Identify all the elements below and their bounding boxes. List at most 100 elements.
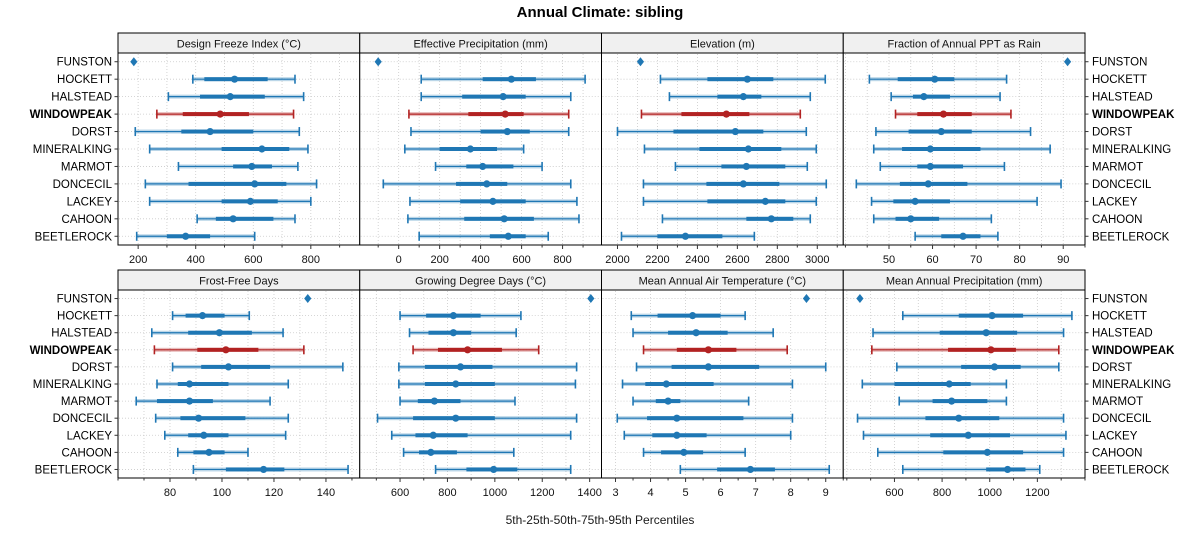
percentile-25-75-band: [215, 216, 274, 221]
median-dot: [761, 197, 769, 205]
x-tick-label: 2400: [685, 254, 709, 266]
single-value-diamond-marker: [587, 294, 595, 304]
median-dot: [704, 346, 712, 354]
station-label-left: FUNSTON: [57, 294, 112, 306]
median-dot: [746, 465, 755, 474]
x-tick-label: 1000: [483, 487, 507, 499]
panel-frost-free-days: 80 100 120 140 Frost-Free Days: [114, 269, 361, 499]
x-tick-label: 8: [788, 487, 794, 499]
median-dot: [258, 145, 266, 153]
percentile-25-75-band: [895, 216, 940, 221]
percentile-25-75-band: [456, 181, 508, 186]
x-tick-label: 1200: [530, 487, 554, 499]
median-dot: [452, 380, 460, 388]
x-tick-label: 600: [244, 254, 262, 266]
x-tick-label: 100: [213, 487, 231, 499]
x-tick-label: 600: [391, 487, 409, 499]
x-tick-label: 1200: [1025, 487, 1049, 499]
x-tick-label: 80: [164, 487, 176, 499]
station-label-left: LACKEY: [67, 430, 113, 442]
single-value-diamond-marker: [304, 294, 312, 304]
median-dot: [739, 180, 747, 188]
x-tick-label: 800: [933, 487, 951, 499]
percentile-25-75-band: [188, 181, 287, 186]
station-label-left: HOCKETT: [57, 311, 112, 323]
x-tick-label: 800: [438, 487, 456, 499]
median-dot: [427, 448, 435, 456]
median-dot: [920, 93, 928, 101]
median-dot: [948, 397, 956, 405]
station-label-left: LACKEY: [67, 196, 113, 208]
median-dot: [429, 431, 437, 439]
median-dot: [937, 127, 945, 136]
x-tick-label: 600: [512, 254, 530, 266]
panel-title: Growing Degree Days (°C): [415, 276, 546, 288]
median-dot: [945, 380, 953, 388]
x-tick-label: 9: [823, 487, 829, 499]
station-label-right: DORST: [1092, 362, 1132, 374]
median-dot: [926, 145, 934, 153]
panel-title: Design Freeze Index (°C): [177, 39, 301, 51]
x-tick-label: 200: [129, 254, 147, 266]
median-dot: [987, 346, 995, 354]
percentile-25-75-band: [943, 450, 1024, 455]
percentile-25-75-band: [948, 347, 1016, 352]
median-dot: [722, 110, 730, 118]
station-label-left: MARMOT: [61, 396, 112, 408]
station-label-right: HOCKETT: [1092, 74, 1147, 86]
station-label-left: MARMOT: [61, 161, 112, 173]
median-dot: [739, 93, 747, 101]
median-dot: [194, 414, 203, 422]
median-dot: [664, 397, 672, 405]
x-tick-label: 2000: [605, 254, 629, 266]
median-dot: [681, 232, 690, 240]
single-value-diamond-marker: [1063, 57, 1072, 67]
median-dot: [688, 312, 697, 320]
x-tick-label: 400: [187, 254, 205, 266]
x-tick-label: 1000: [977, 487, 1001, 499]
single-value-diamond-marker: [374, 57, 382, 67]
median-dot: [215, 329, 223, 337]
median-dot: [744, 145, 752, 153]
single-value-diamond-marker: [130, 57, 138, 67]
panel-header: [842, 32, 1086, 54]
median-dot: [224, 363, 233, 371]
figure-title: Annual Climate: sibling: [516, 4, 684, 21]
median-dot: [198, 312, 207, 320]
station-label-left: HOCKETT: [57, 74, 112, 86]
percentile-25-75-band: [681, 112, 750, 117]
x-tick-label: 90: [1057, 254, 1069, 266]
median-dot: [489, 197, 497, 205]
median-dot: [449, 329, 457, 337]
x-tick-label: 2800: [765, 254, 789, 266]
median-dot: [185, 397, 194, 405]
panel-fraction-annual-ppt-rain: 50 60 70 80 90 Fraction of Annual PPT as Rain: [842, 32, 1089, 266]
panel-title: Effective Precipitation (mm): [413, 39, 547, 51]
median-dot: [182, 232, 190, 240]
panel-growing-degree-days: 600 800 1000 1200 1400 Growing Degree Days (°…: [359, 269, 602, 499]
percentile-25-75-band: [156, 399, 213, 404]
median-dot: [490, 465, 498, 474]
median-dot: [466, 145, 474, 153]
station-label-left: BEETLEROCK: [35, 231, 113, 243]
percentile-25-75-band: [894, 382, 971, 386]
x-tick-label: 2600: [725, 254, 749, 266]
median-dot: [259, 465, 268, 474]
median-dot: [673, 414, 681, 422]
station-label-right: WINDOWPEAK: [1092, 109, 1175, 121]
x-tick-label: 200: [430, 254, 448, 266]
median-dot: [924, 180, 932, 188]
panel-mean-annual-air-temperature: 3 4 5 6 7 8 9 Mean Annual Air Temperature (°C): [601, 269, 844, 499]
percentile-25-75-band: [462, 94, 526, 99]
median-dot: [205, 448, 213, 456]
percentile-25-75-band: [717, 467, 775, 472]
x-tick-label: 800: [302, 254, 320, 266]
median-dot: [990, 363, 999, 371]
median-dot: [248, 162, 256, 171]
station-label-right: BEETLEROCK: [1092, 464, 1170, 476]
percentile-25-75-band: [917, 164, 964, 169]
station-label-left: DORST: [72, 127, 112, 139]
median-dot: [246, 197, 254, 205]
x-tick-label: 7: [753, 487, 759, 499]
